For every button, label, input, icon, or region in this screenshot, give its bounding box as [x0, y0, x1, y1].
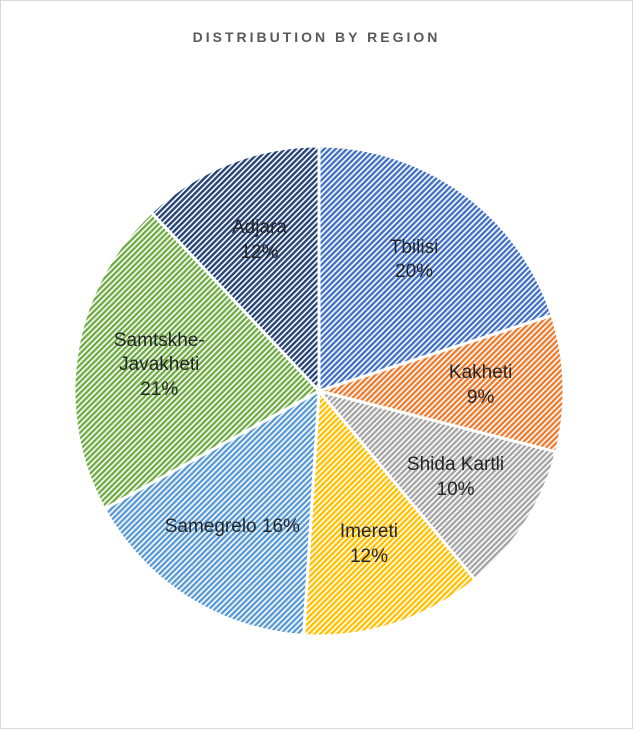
slice-label: Kakheti 9% — [436, 361, 526, 410]
value-label: 16% — [261, 516, 300, 538]
pie-slice — [149, 144, 321, 395]
pie-slice — [314, 388, 559, 582]
category-label: Imereti — [339, 521, 398, 543]
pie-slice — [302, 387, 478, 638]
value-label: 12% — [349, 545, 388, 567]
value-label: 20% — [395, 261, 434, 283]
slice-label: Shida Kartli 10% — [391, 453, 521, 502]
pie-slice — [102, 388, 321, 638]
category-label: Samegrelo — [164, 516, 257, 538]
value-label: 12% — [240, 241, 279, 263]
pie-slice — [313, 313, 566, 454]
slice-label: Samegrelo 16% — [137, 515, 327, 540]
category-label: Kakheti — [448, 362, 513, 384]
chart-title: DISTRIBUTION BY REGION — [192, 29, 441, 45]
slice-label: Samtskhe-Javakheti 21% — [99, 329, 219, 403]
category-label: Samtskhe-Javakheti — [113, 329, 205, 376]
category-label: Adjara — [232, 217, 287, 239]
category-label: Shida Kartli — [406, 454, 505, 476]
slice-label: Imereti 12% — [324, 520, 414, 569]
value-label: 10% — [436, 478, 475, 500]
slice-label: Tbilisi 20% — [369, 236, 459, 285]
category-label: Tbilisi — [389, 236, 439, 258]
value-label: 21% — [140, 379, 179, 401]
pie-slice — [72, 210, 322, 512]
slice-label: Adjara 12% — [214, 216, 304, 265]
value-label: 9% — [466, 387, 495, 409]
pie-slice — [317, 144, 554, 394]
